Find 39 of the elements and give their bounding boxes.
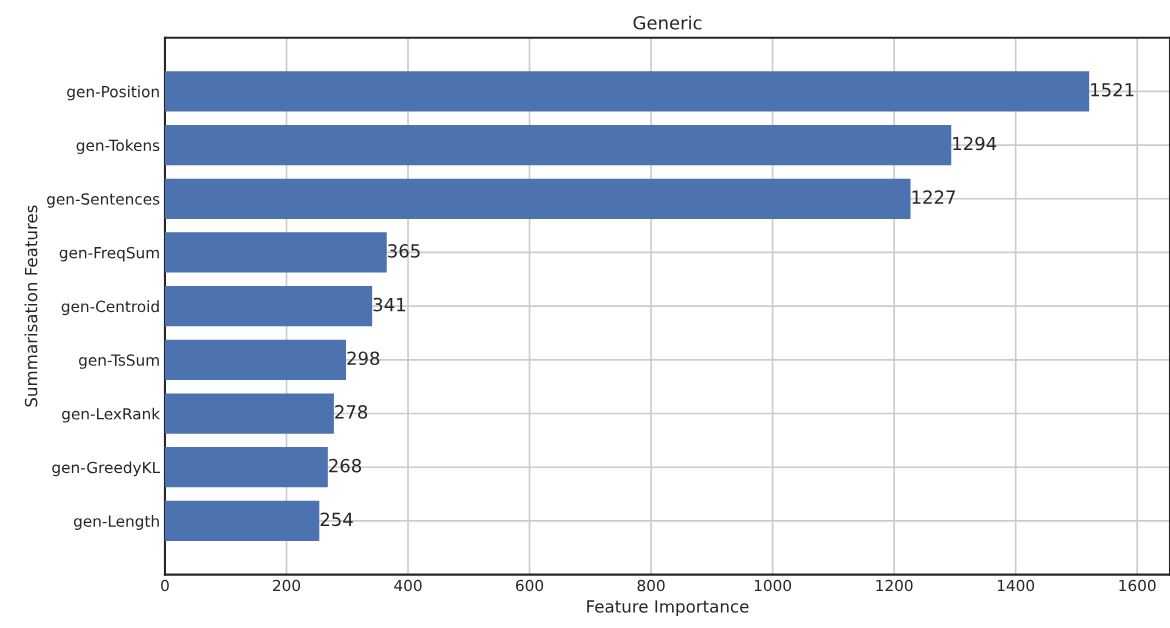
x-tick-label: 400 — [394, 579, 422, 592]
y-tick-label: gen-Length — [73, 515, 159, 530]
bar — [164, 232, 387, 273]
x-tick-label: 800 — [637, 579, 665, 592]
bar — [164, 500, 320, 542]
chart-title: Generic — [633, 15, 702, 30]
x-tick-label: 600 — [516, 579, 544, 592]
data-label: 341 — [373, 297, 405, 312]
data-label: 298 — [347, 351, 380, 366]
y-tick-label: gen-Sentences — [47, 193, 160, 208]
bar — [164, 124, 952, 166]
x-tick-label: 200 — [273, 579, 301, 592]
y-tick-label: gen-LexRank — [62, 407, 161, 423]
y-tick-label: gen-Tokens — [76, 139, 160, 155]
data-label: 278 — [335, 405, 368, 419]
data-label: 1521 — [1091, 82, 1134, 97]
bar — [164, 393, 334, 434]
bar — [164, 447, 328, 488]
bar — [164, 286, 373, 327]
x-tick-label: 0 — [161, 579, 169, 592]
y-tick-label: gen-Position — [67, 85, 159, 101]
data-label: 365 — [388, 244, 420, 258]
y-tick-label: gen-GreedyKL — [52, 461, 161, 477]
x-tick-label: 1600 — [1119, 579, 1156, 592]
data-label: 1294 — [953, 136, 997, 151]
data-label: 1227 — [912, 190, 955, 204]
y-tick-label: gen-FreqSum — [59, 246, 159, 262]
bar — [164, 178, 911, 219]
data-label: 254 — [320, 512, 353, 527]
x-tick-label: 1200 — [876, 579, 913, 592]
x-axis-title: Feature Importance — [587, 600, 749, 616]
y-axis-title: Summarisation Features — [24, 205, 38, 407]
bar — [164, 339, 347, 380]
y-tick-label: gen-TsSum — [79, 354, 159, 369]
data-label: 268 — [329, 458, 362, 473]
y-tick-label: gen-Centroid — [61, 300, 159, 316]
x-tick-label: 1400 — [997, 579, 1035, 592]
bar — [164, 71, 1090, 112]
x-tick-label: 1000 — [754, 579, 792, 592]
